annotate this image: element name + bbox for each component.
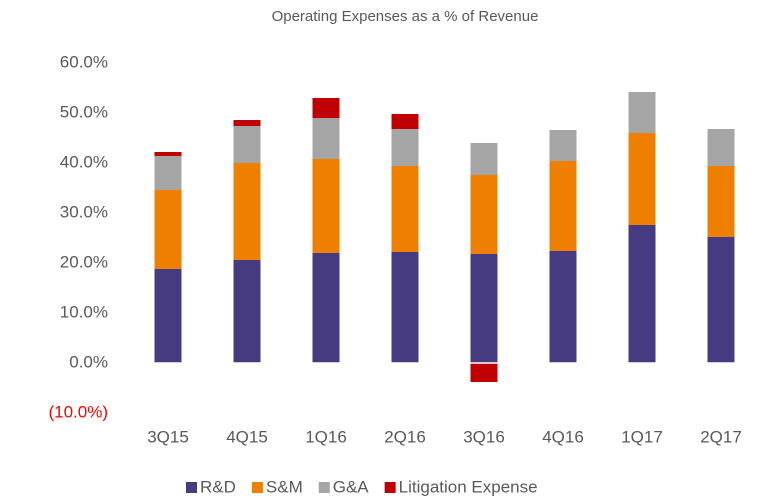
bar-segment — [707, 129, 735, 166]
bar-segment — [233, 260, 261, 363]
y-tick-label: 60.0% — [60, 52, 108, 71]
legend-label: G&A — [333, 477, 370, 496]
bar-segment — [312, 159, 340, 253]
bar-segment — [707, 166, 735, 237]
bar-segment — [154, 190, 182, 269]
y-tick-label: 50.0% — [60, 102, 108, 121]
y-tick-label: (10.0%) — [48, 402, 108, 421]
bar-segment — [312, 118, 340, 159]
x-tick-label: 4Q15 — [226, 427, 268, 446]
bar-segment — [233, 126, 261, 163]
bar-segment — [154, 269, 182, 363]
legend-swatch — [251, 482, 263, 493]
bar-segment — [470, 254, 498, 363]
bar-segment — [470, 175, 498, 254]
legend-label: S&M — [266, 477, 303, 496]
bar-segment — [549, 251, 577, 363]
y-tick-label: 40.0% — [60, 152, 108, 171]
bar-segment — [312, 253, 340, 363]
bar-segment — [470, 143, 498, 175]
legend-swatch — [186, 482, 197, 493]
legend-label: Litigation Expense — [399, 477, 538, 496]
x-tick-label: 1Q17 — [621, 427, 663, 446]
x-tick-label: 3Q16 — [463, 427, 505, 446]
bar-segment — [312, 98, 340, 118]
bar-segment — [233, 163, 261, 260]
legend-swatch — [318, 482, 330, 493]
y-tick-label: 30.0% — [60, 202, 108, 221]
legend-swatch — [384, 482, 396, 493]
bar-segment — [391, 114, 419, 129]
chart-title: Operating Expenses as a % of Revenue — [272, 8, 539, 25]
y-tick-label: 20.0% — [60, 252, 108, 271]
x-tick-label: 2Q16 — [384, 427, 426, 446]
bar-segment — [628, 225, 656, 363]
x-tick-label: 4Q16 — [542, 427, 584, 446]
bar-segment — [154, 156, 182, 190]
bar-segment — [391, 129, 419, 166]
bar-segment — [628, 92, 656, 133]
x-tick-label: 1Q16 — [305, 427, 347, 446]
y-tick-label: 10.0% — [60, 302, 108, 321]
bar-segment — [233, 120, 261, 126]
y-tick-label: 0.0% — [69, 352, 108, 371]
legend-label: R&D — [200, 477, 236, 496]
bar-segment — [391, 166, 419, 252]
bar-segment — [154, 152, 182, 156]
bar-segment — [707, 237, 735, 363]
x-tick-label: 2Q17 — [700, 427, 742, 446]
bar-segment — [549, 130, 577, 161]
bar-segment — [549, 161, 577, 251]
bar-segment — [391, 252, 419, 363]
bar-segment — [628, 133, 656, 225]
x-tick-label: 3Q15 — [147, 427, 189, 446]
bar-segment — [470, 363, 498, 382]
